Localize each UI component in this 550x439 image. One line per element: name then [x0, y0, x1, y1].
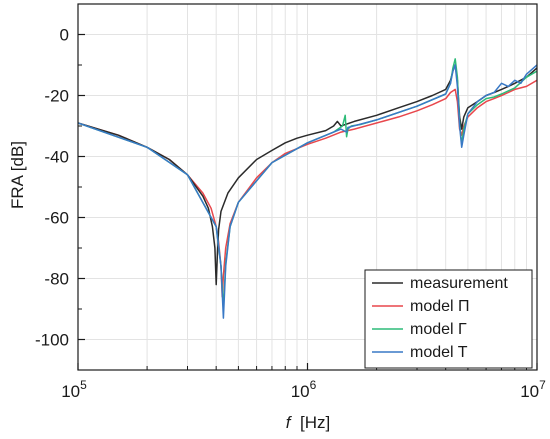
x-tick-label-base: 10 [61, 382, 80, 401]
legend-label: model Π [410, 298, 470, 315]
series-layer [78, 58, 537, 319]
x-tick-label: 106 [291, 378, 317, 401]
x-axis-title-unit: [Hz] [291, 413, 331, 432]
x-tick-label-exp: 5 [80, 378, 87, 392]
y-tick-label: -20 [44, 87, 69, 106]
x-tick-label: 107 [520, 378, 546, 401]
major-ticks [77, 33, 538, 370]
y-tick-label: 0 [60, 26, 69, 45]
x-axis-title-var: f [286, 413, 293, 432]
x-axis-title: f [Hz] [286, 413, 330, 432]
x-tick-label-base: 10 [520, 382, 539, 401]
x-tick-label-exp: 7 [539, 378, 546, 392]
legend-label: measurement [410, 275, 508, 292]
y-tick-labels: 0 -20 -40 -60 -80 -100 [35, 26, 69, 350]
y-tick-label: -40 [44, 148, 69, 167]
legend: measurement model Π model Γ model T [364, 269, 533, 369]
y-tick-label: -100 [35, 331, 69, 350]
legend-label: model T [410, 344, 468, 361]
series-line-measurement [78, 64, 537, 286]
y-tick-label: -60 [44, 209, 69, 228]
y-axis-title: FRA [dB] [8, 141, 27, 209]
x-tick-label: 105 [61, 378, 87, 401]
y-tick-label: -80 [44, 270, 69, 289]
x-tick-label-exp: 6 [310, 378, 317, 392]
x-tick-labels: 105 106 107 [61, 378, 546, 401]
x-tick-label-base: 10 [291, 382, 310, 401]
series-line-model-T [78, 64, 537, 319]
legend-label: model Γ [410, 321, 467, 338]
